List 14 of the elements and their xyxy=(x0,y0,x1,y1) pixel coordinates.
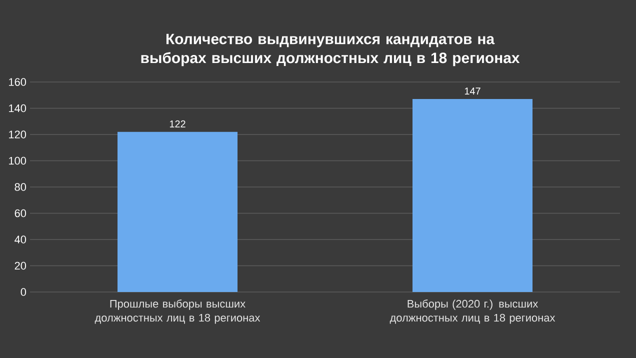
y-tick-label: 0 xyxy=(20,288,26,296)
y-tick-label: 120 xyxy=(9,130,26,138)
x-tick-label: Выборы (2020 г.) высших должностных лиц в 18 регионах xyxy=(390,300,556,324)
y-tick-label: 40 xyxy=(14,236,26,244)
y-tick-label: 100 xyxy=(9,156,26,165)
y-tick-label: 160 xyxy=(9,78,26,86)
y-tick-label: 140 xyxy=(9,104,26,112)
y-tick-label: 60 xyxy=(14,209,26,218)
y-tick-label: 20 xyxy=(14,262,26,270)
data-label: 122 xyxy=(170,120,186,128)
y-tick-label: 80 xyxy=(14,183,26,191)
x-tick-label: Прошлые выборы высших должностных лиц в 18 регионах xyxy=(94,300,260,324)
chart-title: Количество выдвинувшихся кандидатов на выборах высших должностных лиц в 18 регионах xyxy=(141,34,520,66)
data-label: 147 xyxy=(464,88,480,95)
